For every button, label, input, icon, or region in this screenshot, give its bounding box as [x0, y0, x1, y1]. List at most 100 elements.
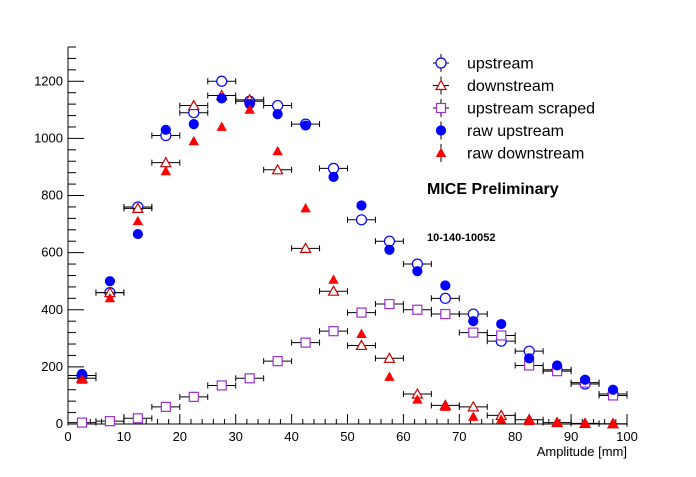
data-point-upstream	[216, 75, 228, 87]
data-point-upstream-scraped	[300, 337, 311, 348]
y-tick-label: 800	[41, 188, 63, 203]
x-tick-label: 10	[117, 429, 131, 444]
data-point-raw-downstream	[272, 145, 283, 156]
legend-marker	[435, 102, 447, 114]
data-point-raw-upstream	[412, 266, 423, 277]
data-point-raw-downstream	[244, 104, 255, 114]
x-tick-label: 80	[508, 429, 522, 444]
data-point-raw-upstream	[579, 374, 591, 385]
x-tick-label: 50	[340, 429, 354, 444]
x-tick-label: 0	[64, 429, 71, 444]
data-point-raw-downstream	[468, 411, 479, 421]
x-axis-label: Amplitude [mm]	[537, 444, 627, 459]
series-raw-downstream	[76, 104, 619, 428]
data-point-raw-downstream	[328, 274, 339, 284]
data-point-raw-upstream	[328, 171, 339, 183]
x-tick-label: 70	[452, 429, 466, 444]
legend: upstream downstream upstream scraped raw up…	[433, 54, 595, 163]
data-point-upstream-scraped	[328, 326, 339, 337]
data-point-upstream-scraped	[188, 391, 199, 402]
data-point-upstream-scraped	[356, 307, 367, 318]
y-tick-label: 400	[41, 302, 63, 317]
run-number-annotation: 10-140-10052	[427, 232, 496, 244]
data-point-raw-downstream	[523, 415, 535, 426]
x-tick-label: 100	[616, 429, 638, 444]
data-point-raw-downstream	[216, 121, 227, 131]
data-point-raw-upstream	[300, 120, 311, 131]
data-point-upstream	[355, 214, 368, 226]
data-point-upstream-scraped	[272, 356, 283, 367]
data-point-raw-upstream	[188, 119, 199, 130]
data-series	[67, 75, 628, 429]
mice-preliminary-annotation: MICE Preliminary	[427, 181, 559, 198]
data-point-upstream-scraped	[104, 416, 116, 427]
legend-label: upstream	[467, 56, 534, 73]
data-point-raw-upstream	[496, 318, 507, 330]
data-point-raw-downstream	[607, 418, 619, 428]
data-point-raw-downstream	[188, 135, 199, 146]
data-point-downstream	[299, 242, 312, 253]
y-tick-label: 600	[41, 245, 63, 260]
data-point-raw-downstream	[132, 215, 144, 226]
x-tick-label: 90	[564, 429, 578, 444]
data-point-upstream-scraped	[244, 373, 255, 384]
series-downstream	[67, 89, 628, 429]
data-point-upstream-scraped	[132, 413, 143, 424]
y-tick-label: 200	[41, 359, 63, 374]
data-point-raw-downstream	[160, 165, 172, 176]
legend-label: raw downstream	[467, 146, 584, 163]
x-tick-label: 60	[396, 429, 410, 444]
legend-marker	[435, 125, 447, 136]
data-point-raw-upstream	[552, 360, 563, 371]
data-point-raw-upstream	[356, 200, 367, 211]
data-point-downstream	[131, 202, 144, 213]
legend-label: raw upstream	[467, 123, 564, 140]
data-point-downstream	[187, 99, 200, 111]
data-point-raw-upstream	[160, 124, 171, 135]
data-point-downstream	[327, 284, 340, 296]
data-point-downstream	[383, 352, 396, 363]
data-point-raw-downstream	[300, 202, 311, 213]
data-point-downstream	[467, 400, 480, 412]
data-point-raw-downstream	[76, 374, 88, 384]
legend-marker	[435, 147, 447, 157]
data-point-upstream-scraped	[76, 417, 88, 428]
data-point-raw-upstream	[104, 276, 116, 287]
x-tick-label: 20	[173, 429, 187, 444]
data-point-upstream-scraped	[384, 298, 395, 310]
data-point-raw-upstream	[524, 353, 535, 364]
legend-marker	[434, 79, 448, 91]
y-tick-label: 1200	[34, 73, 63, 88]
data-point-raw-downstream	[440, 401, 451, 411]
data-point-upstream	[439, 292, 451, 304]
data-point-raw-downstream	[579, 417, 591, 428]
x-tick-label: 30	[228, 429, 242, 444]
data-point-raw-upstream	[607, 384, 619, 395]
data-point-raw-downstream	[356, 328, 367, 338]
data-point-raw-upstream	[384, 244, 395, 255]
data-point-raw-downstream	[551, 417, 563, 427]
data-point-raw-downstream	[496, 414, 507, 424]
x-tick-label: 40	[284, 429, 298, 444]
legend-label: upstream scraped	[467, 101, 595, 118]
legend-marker	[435, 57, 447, 69]
legend-label: downstream	[467, 78, 554, 95]
data-point-raw-downstream	[412, 394, 423, 404]
data-point-upstream-scraped	[496, 330, 507, 341]
data-point-raw-upstream	[132, 228, 143, 240]
series-raw-upstream	[76, 93, 619, 395]
series-upstream-scraped	[67, 298, 628, 428]
data-point-raw-downstream	[384, 371, 395, 381]
data-point-raw-upstream	[216, 93, 227, 104]
y-tick-label: 1000	[34, 130, 63, 145]
data-point-upstream-scraped	[412, 304, 423, 315]
y-tick-label: 0	[56, 416, 63, 431]
data-point-upstream-scraped	[216, 380, 227, 391]
data-point-raw-upstream	[272, 109, 283, 120]
data-point-downstream	[355, 339, 368, 351]
data-point-upstream-scraped	[468, 327, 479, 338]
data-point-upstream-scraped	[160, 401, 171, 412]
data-point-raw-downstream	[104, 292, 116, 303]
